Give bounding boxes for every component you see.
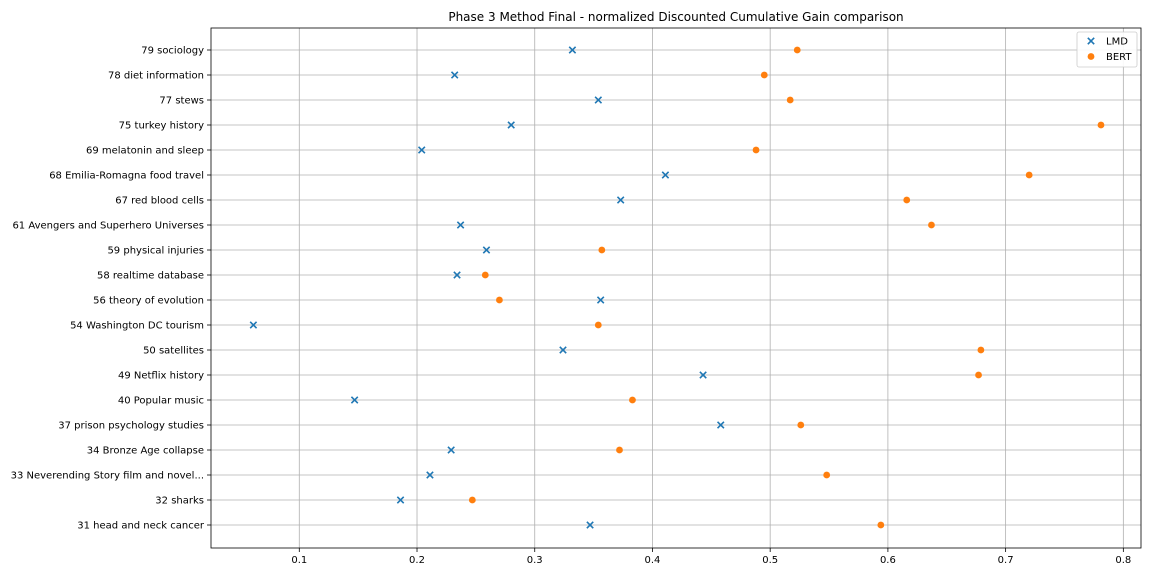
lmd-point xyxy=(594,96,603,104)
bert-point xyxy=(598,246,606,254)
y-tick-label: 54 Washington DC tourism xyxy=(70,321,204,332)
y-tick-label: 49 Netflix history xyxy=(118,371,204,382)
bert-point xyxy=(928,221,935,229)
x-axis-ticks: 0.1 0.2 0.3 0.4 0.5 0.6 0.7 0.8 xyxy=(291,548,1131,566)
lmd-point xyxy=(426,471,434,479)
bert-point xyxy=(977,346,985,354)
y-tick-label: 32 sharks xyxy=(155,496,204,507)
x-tick-label: 0.1 xyxy=(291,555,307,566)
bert-point xyxy=(496,296,503,304)
x-tick-label: 0.6 xyxy=(880,555,896,566)
y-tick-label: 78 diet information xyxy=(108,71,204,82)
lmd-point xyxy=(559,346,567,354)
y-tick-label: 77 stews xyxy=(159,96,204,107)
legend-item-bert[interactable]: BERT xyxy=(1087,52,1133,63)
x-tick-label: 0.5 xyxy=(762,555,778,566)
y-tick-label: 33 Neverending Story film and novel... xyxy=(11,471,204,482)
y-tick-label: 69 melatonin and sleep xyxy=(86,146,204,157)
bert-point xyxy=(823,471,831,479)
lmd-point xyxy=(417,146,426,154)
lmd-point xyxy=(447,446,455,454)
bert-point xyxy=(468,496,476,504)
lmd-point xyxy=(616,196,625,204)
y-tick-label: 50 satellites xyxy=(143,346,204,357)
lmd-point xyxy=(350,396,359,404)
bert-point xyxy=(481,271,489,279)
lmd-point xyxy=(453,271,461,279)
lmd-point xyxy=(450,71,459,79)
bert-point xyxy=(877,521,885,529)
y-tick-label: 31 head and neck cancer xyxy=(77,521,205,532)
plot-frame xyxy=(210,27,1142,549)
grid xyxy=(211,28,1141,548)
y-axis-ticks: 79 sociology 78 diet information 77 stews 7… xyxy=(11,46,211,532)
y-tick-label: 59 physical injuries xyxy=(107,246,204,257)
x-tick-label: 0.8 xyxy=(1115,555,1131,566)
legend-marker-lmd xyxy=(1087,37,1095,45)
y-tick-label: 34 Bronze Age collapse xyxy=(87,446,204,457)
lmd-point xyxy=(716,421,725,429)
y-tick-label: 68 Emilia-Romagna food travel xyxy=(49,171,204,182)
lmd-point xyxy=(699,371,707,379)
lmd-point xyxy=(507,121,515,129)
legend-label-lmd: LMD xyxy=(1106,37,1128,48)
lmd-point xyxy=(596,296,605,304)
bert-point xyxy=(975,371,982,379)
bert-point xyxy=(1025,171,1033,179)
y-tick-label: 75 turkey history xyxy=(119,121,204,132)
legend-item-lmd[interactable]: LMD xyxy=(1087,37,1128,48)
lmd-point xyxy=(396,496,405,504)
lmd-point xyxy=(482,246,491,254)
bert-point xyxy=(752,146,760,154)
y-tick-label: 79 sociology xyxy=(141,46,204,57)
x-tick-label: 0.4 xyxy=(645,555,661,566)
y-tick-label: 67 red blood cells xyxy=(115,196,204,207)
lmd-point xyxy=(568,46,577,54)
x-tick-label: 0.7 xyxy=(998,555,1014,566)
legend-label-bert: BERT xyxy=(1106,52,1132,63)
y-tick-label: 61 Avengers and Superhero Universes xyxy=(12,221,204,232)
bert-point xyxy=(797,421,805,429)
lmd-point xyxy=(456,221,465,229)
y-tick-label: 56 theory of evolution xyxy=(93,296,204,307)
legend-marker-bert xyxy=(1087,53,1095,60)
y-tick-label: 58 realtime database xyxy=(97,271,204,282)
lmd-point xyxy=(661,171,670,179)
legend[interactable]: LMD BERT xyxy=(1076,31,1138,68)
bert-point xyxy=(629,396,636,404)
bert-point xyxy=(760,71,768,79)
lmd-point xyxy=(249,321,258,329)
bert-point xyxy=(793,46,801,54)
bert-point xyxy=(594,321,602,329)
data-marks xyxy=(249,46,1105,529)
bert-point xyxy=(616,446,623,454)
x-tick-label: 0.2 xyxy=(409,555,425,566)
bert-point xyxy=(1097,121,1105,129)
bert-point xyxy=(786,96,794,104)
y-tick-label: 40 Popular music xyxy=(118,396,204,407)
lmd-point xyxy=(586,521,594,529)
chart-title: Phase 3 Method Final - normalized Discou… xyxy=(448,10,903,24)
y-tick-label: 37 prison psychology studies xyxy=(58,421,204,432)
x-tick-label: 0.3 xyxy=(527,555,543,566)
bert-point xyxy=(903,196,911,204)
